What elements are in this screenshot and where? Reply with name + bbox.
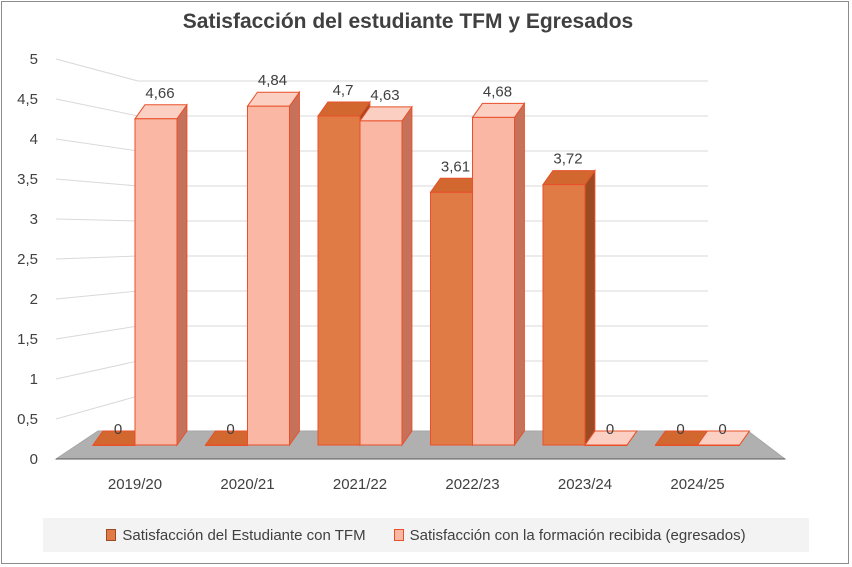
bar-series-2-side — [514, 101, 525, 447]
gridline-side — [55, 290, 139, 300]
bar-series-1 — [92, 444, 136, 446]
gridline-side — [55, 178, 139, 187]
gridline-side — [55, 360, 139, 380]
y-tick-label: 3,5 — [17, 171, 38, 188]
data-label: 3,61 — [441, 158, 470, 175]
legend-label-series-2: Satisfacción con la formación recibida (… — [409, 526, 746, 544]
data-label: 3,72 — [553, 151, 582, 168]
y-tick-label: 0,5 — [17, 411, 38, 428]
bar-series-1 — [205, 444, 248, 446]
x-tick-label: 2020/21 — [220, 476, 274, 493]
data-label: 0 — [718, 421, 726, 438]
x-tick-label: 2023/24 — [558, 476, 612, 493]
gridline-side — [55, 218, 139, 222]
gridline-side — [55, 58, 139, 82]
data-label: 0 — [676, 421, 684, 438]
y-tick-label: 2 — [30, 291, 38, 308]
y-tick-label: 5 — [30, 51, 38, 68]
data-label: 4,7 — [333, 82, 354, 99]
y-tick-label: 3 — [30, 211, 38, 228]
legend-item-series-1: Satisfacción del Estudiante con TFM — [106, 526, 366, 544]
bar-series-2 — [247, 105, 290, 446]
bar-series-1 — [655, 444, 698, 446]
bar-series-2 — [359, 120, 403, 446]
data-label: 4,84 — [258, 72, 287, 89]
gridline-side — [55, 325, 139, 340]
data-label: 0 — [606, 421, 614, 438]
legend-swatch-series-2 — [393, 529, 404, 541]
bar-series-2-side — [289, 90, 300, 447]
bar-series-1 — [317, 115, 361, 446]
x-tick-label: 2022/23 — [445, 476, 499, 493]
y-tick-label: 2,5 — [17, 251, 38, 268]
x-tick-label: 2019/20 — [108, 476, 162, 493]
x-tick-label: 2021/22 — [333, 476, 387, 493]
gridline-side — [55, 138, 139, 152]
legend-label-series-1: Satisfacción del Estudiante con TFM — [122, 526, 366, 544]
y-tick-label: 1 — [30, 371, 38, 388]
chart-legend: Satisfacción del Estudiante con TFM Sati… — [43, 518, 809, 552]
y-tick-label: 4 — [30, 131, 38, 148]
bar-series-1-side — [584, 169, 596, 447]
bar-series-2 — [472, 116, 515, 446]
y-tick-label: 1,5 — [17, 331, 38, 348]
data-label: 0 — [114, 421, 122, 438]
bar-series-1 — [430, 191, 473, 446]
data-label: 0 — [226, 421, 234, 438]
bar-series-2-side — [176, 103, 188, 447]
data-label: 4,63 — [370, 87, 399, 104]
bar-series-2 — [697, 444, 740, 446]
bar-series-2 — [584, 444, 628, 446]
data-label: 4,66 — [145, 85, 174, 102]
gridline-side — [55, 255, 139, 260]
chart-title: Satisfacción del estudiante TFM y Egresa… — [183, 10, 633, 33]
y-tick-label: 4,5 — [17, 91, 38, 108]
bar-series-2 — [134, 118, 178, 446]
bar-series-1 — [542, 184, 586, 446]
legend-swatch-series-1 — [106, 529, 117, 541]
gridline-side — [55, 98, 139, 117]
data-label: 4,68 — [483, 83, 512, 100]
legend-item-series-2: Satisfacción con la formación recibida (… — [393, 526, 746, 544]
bar-series-2-side — [401, 105, 413, 447]
x-tick-label: 2024/25 — [670, 476, 724, 493]
gridline-side — [55, 395, 139, 420]
y-tick-label: 0 — [30, 451, 38, 468]
